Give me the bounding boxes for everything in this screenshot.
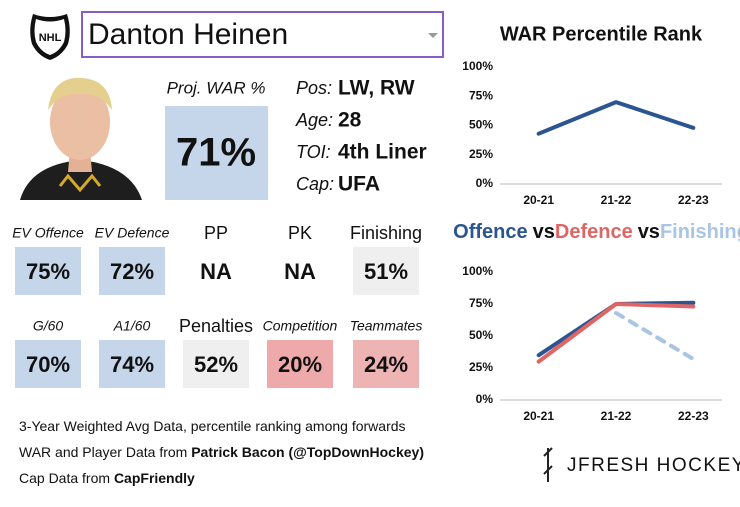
- tile-value: 20%: [278, 352, 322, 377]
- tile-value: 51%: [364, 259, 408, 284]
- tile-label: PK: [288, 223, 312, 243]
- y-tick-label: 25%: [469, 147, 493, 161]
- tile-value: 74%: [110, 352, 154, 377]
- y-tick-label: 50%: [469, 328, 493, 342]
- legend-entry: Offence: [453, 221, 527, 243]
- y-tick-label: 0%: [476, 392, 494, 406]
- tile-label: A1/60: [113, 318, 151, 334]
- tile-label: Teammates: [350, 318, 423, 334]
- bio-value: LW, RW: [338, 77, 415, 100]
- tile-value: 75%: [26, 259, 70, 284]
- bio-value: 28: [338, 109, 362, 132]
- chart-legend-title: Offence vsDefence vsFinishing: [453, 221, 740, 243]
- chart-title: WAR Percentile Rank: [500, 23, 703, 45]
- brand-name: JFRESH HOCKEY: [567, 455, 740, 476]
- tile-value: 72%: [110, 259, 154, 284]
- player-photo: [20, 77, 142, 200]
- tile-box: [183, 247, 249, 295]
- tile-box: [15, 247, 81, 295]
- tile-box: [353, 247, 419, 295]
- footer-bold: Patrick Bacon (@TopDownHockey): [191, 444, 424, 460]
- tile-box: [99, 340, 165, 388]
- footer-text: 3-Year Weighted Avg Data, percentile ran…: [19, 418, 406, 434]
- tile-box: [15, 340, 81, 388]
- bio-value: UFA: [338, 173, 380, 196]
- bio-label: TOI:: [296, 142, 331, 162]
- tile-box: [267, 247, 333, 295]
- tile-label: PP: [204, 223, 228, 243]
- bio-label: Age:: [295, 110, 333, 130]
- footer-bold: CapFriendly: [114, 470, 195, 486]
- bio-label: Cap:: [296, 174, 334, 194]
- x-tick-label: 21-22: [601, 409, 632, 423]
- tile-value: NA: [284, 259, 316, 284]
- tile-box: [99, 247, 165, 295]
- y-tick-label: 25%: [469, 360, 493, 374]
- legend-separator: vs: [638, 221, 660, 243]
- tile-label: Competition: [263, 318, 338, 334]
- footer-text: WAR and Player Data from: [19, 444, 191, 460]
- series-line: [536, 100, 696, 136]
- tile-value: 52%: [194, 352, 238, 377]
- proj-war-value: 71%: [176, 131, 256, 175]
- league-logo: NHL: [30, 14, 70, 60]
- x-tick-label: 20-21: [523, 409, 554, 423]
- footer-line: WAR and Player Data from Patrick Bacon (…: [19, 444, 424, 460]
- tile-label: Finishing: [350, 223, 422, 243]
- x-tick-label: 22-23: [678, 409, 709, 423]
- tile-box: [353, 340, 419, 388]
- y-tick-label: 50%: [469, 118, 493, 132]
- tile-label: EV Defence: [95, 225, 170, 241]
- y-tick-label: 100%: [462, 59, 493, 73]
- legend-entry: Defence: [555, 221, 633, 243]
- tile-box: [267, 340, 333, 388]
- legend-separator: vs: [533, 221, 555, 243]
- dropdown-arrow[interactable]: [428, 33, 438, 38]
- legend-entry: Finishing: [660, 221, 740, 243]
- tile-box: [183, 340, 249, 388]
- footer-line: 3-Year Weighted Avg Data, percentile ran…: [19, 418, 406, 434]
- proj-war-label: Proj. WAR %: [167, 78, 266, 97]
- y-tick-label: 0%: [476, 176, 494, 190]
- y-tick-label: 75%: [469, 296, 493, 310]
- tile-label: Penalties: [179, 316, 253, 336]
- y-tick-label: 75%: [469, 88, 493, 102]
- y-tick-label: 100%: [462, 264, 493, 278]
- x-tick-label: 21-22: [601, 193, 632, 207]
- tile-value: 24%: [364, 352, 408, 377]
- player-name[interactable]: Danton Heinen: [88, 18, 288, 51]
- x-tick-label: 20-21: [523, 193, 554, 207]
- tile-label: EV Offence: [12, 225, 84, 241]
- player-select[interactable]: [81, 11, 444, 58]
- x-tick-label: 22-23: [678, 193, 709, 207]
- bio-value: 4th Liner: [338, 141, 427, 164]
- proj-war-box: [165, 106, 268, 200]
- brand-logo: JFRESH HOCKEY: [543, 447, 740, 482]
- league-name: NHL: [39, 32, 62, 44]
- footer-line: Cap Data from CapFriendly: [19, 470, 195, 486]
- bio-label: Pos:: [296, 78, 332, 98]
- tile-label: G/60: [33, 318, 64, 334]
- footer-text: Cap Data from: [19, 470, 114, 486]
- series-line: [614, 310, 696, 362]
- tile-value: 70%: [26, 352, 70, 377]
- tile-value: NA: [200, 259, 232, 284]
- series-line: [536, 302, 696, 364]
